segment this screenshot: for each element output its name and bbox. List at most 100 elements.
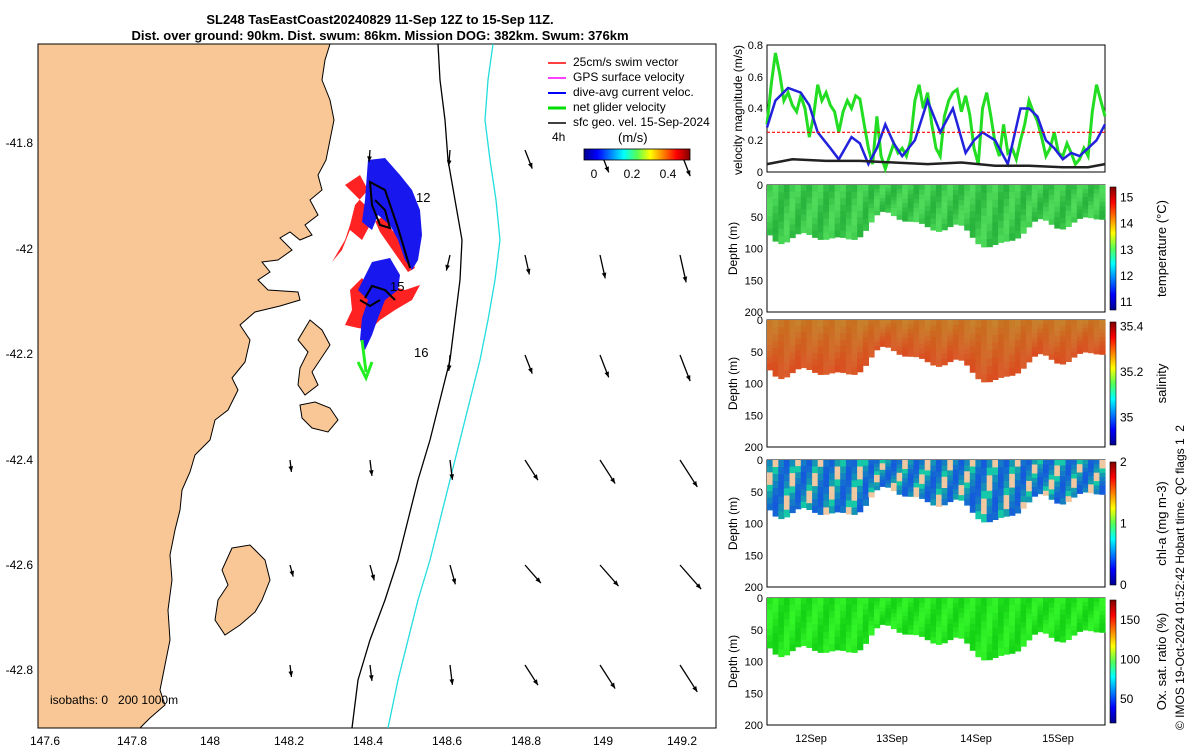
section-y-tick-label: 150	[745, 688, 763, 700]
section-cell	[812, 359, 819, 367]
section-cell	[795, 634, 802, 642]
section-cell	[1048, 494, 1055, 500]
section-cell	[1003, 199, 1010, 207]
section-cell	[964, 207, 971, 214]
section-cell	[1043, 468, 1050, 474]
section-cell	[800, 226, 807, 234]
section-cell	[862, 325, 869, 332]
section-cell	[806, 332, 813, 340]
section-cell	[879, 191, 886, 196]
section-cell	[902, 194, 909, 200]
section-cell	[840, 346, 847, 354]
section-cell	[783, 460, 791, 468]
section-cell	[874, 616, 881, 621]
section-cell	[936, 202, 943, 209]
section-cell	[998, 341, 1005, 350]
section-cell	[789, 224, 796, 232]
section-cell	[1043, 486, 1050, 492]
section-cell	[919, 602, 926, 609]
section-cell	[998, 348, 1005, 357]
section-cell	[1009, 618, 1016, 627]
section-cell	[1093, 336, 1100, 342]
section-cell	[829, 479, 836, 487]
section-cell	[862, 603, 869, 610]
section-cell	[1009, 368, 1016, 376]
section-cell	[1054, 635, 1061, 642]
section-cell	[778, 356, 785, 365]
section-cell	[924, 629, 931, 635]
section-y-tick-label: 100	[745, 519, 763, 531]
section-y-tick-label: 0	[757, 455, 763, 467]
section-cell	[840, 230, 847, 238]
section-cell	[857, 230, 864, 238]
section-cell	[1076, 606, 1083, 612]
section-cell	[1037, 464, 1044, 469]
section-cell	[1003, 481, 1010, 489]
section-cell	[890, 613, 898, 618]
section-cell	[868, 338, 875, 344]
section-cell	[947, 623, 954, 630]
section-cell	[941, 353, 948, 360]
section-cell	[992, 349, 999, 358]
section-cell	[986, 223, 993, 232]
section-cell	[823, 645, 830, 653]
section-cell	[772, 647, 779, 655]
section-cell	[1026, 480, 1033, 487]
section-cell	[823, 487, 830, 495]
section-y-tick-label: 150	[745, 550, 763, 562]
section-cell	[936, 219, 943, 227]
section-y-tick-label: 200	[745, 720, 763, 732]
section-cell	[840, 499, 847, 507]
section-cell	[890, 467, 898, 472]
section-cell	[958, 633, 965, 639]
section-cell	[930, 493, 937, 500]
section-cell	[885, 611, 892, 616]
section-cell	[1003, 598, 1010, 606]
section-cell	[941, 626, 948, 633]
section-cell	[1026, 598, 1033, 604]
section-cell	[800, 190, 807, 198]
section-cell	[1099, 477, 1106, 482]
section-cell	[772, 320, 779, 328]
section-cell	[1026, 624, 1033, 630]
section-cell	[1076, 618, 1083, 624]
section-cell	[778, 511, 785, 520]
section-cell	[800, 495, 807, 503]
section-cell	[1048, 460, 1055, 466]
section-cell	[1031, 347, 1038, 353]
section-cell	[1043, 211, 1050, 217]
section-cell	[767, 344, 774, 352]
section-cell	[1031, 620, 1038, 626]
section-cell	[795, 604, 802, 611]
section-cell	[1031, 212, 1038, 218]
section-cell	[998, 640, 1005, 649]
section-cell	[1065, 190, 1072, 196]
section-cell	[1003, 467, 1010, 475]
imos-credit-note: © IMOS 19-Oct-2024 01:52:42 Hobart time.…	[1173, 425, 1187, 730]
section-cell	[907, 464, 914, 470]
section-cell	[1071, 487, 1078, 493]
section-cell	[806, 228, 813, 235]
section-cell	[767, 216, 774, 223]
velocity-y-tick-label: 0.6	[748, 72, 763, 84]
section-cell	[930, 207, 937, 214]
section-cell	[862, 632, 869, 639]
section-cell	[857, 604, 864, 612]
section-cell	[1020, 185, 1027, 192]
section-cell	[778, 320, 785, 328]
section-cell	[1082, 335, 1089, 341]
section-cell	[845, 473, 853, 481]
section-cell	[981, 335, 988, 344]
section-cell	[1009, 361, 1016, 369]
map-y-tick-label: -42.8	[6, 663, 34, 677]
section-cell	[919, 189, 926, 196]
map-panel: 12 15 16 147.6 147.8 148 148.2 148.4 148…	[6, 43, 717, 748]
section-cell	[868, 203, 875, 209]
colorbar-tick-label: 0.2	[624, 167, 641, 181]
section-cell	[1020, 338, 1027, 345]
section-cell	[1054, 320, 1061, 326]
sfc-geo-vector-arrow	[599, 564, 619, 587]
section-cell	[919, 199, 926, 205]
section-cell	[924, 496, 931, 503]
map-x-tick-label: 149.2	[667, 734, 697, 748]
